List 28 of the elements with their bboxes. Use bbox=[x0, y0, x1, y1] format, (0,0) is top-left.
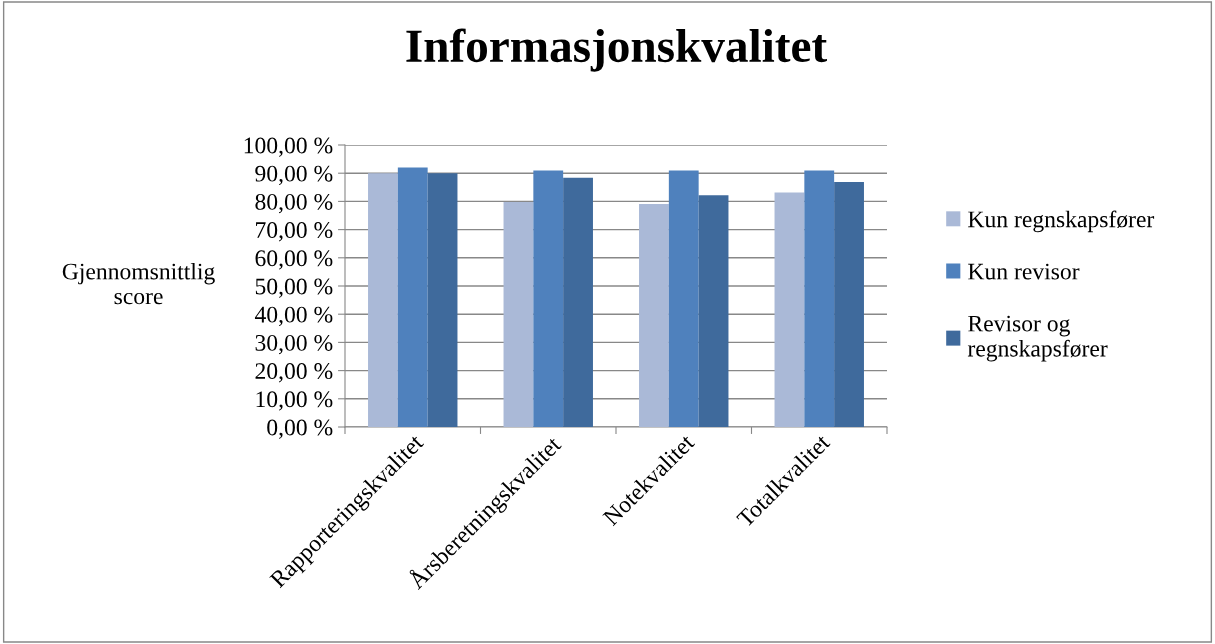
chart-title: Informasjonskvalitet bbox=[406, 28, 827, 72]
bar bbox=[804, 170, 835, 427]
y-tick-label: 90,00 % bbox=[255, 165, 333, 186]
legend-label: Kun revisor bbox=[968, 263, 1080, 280]
bar bbox=[533, 170, 564, 427]
y-tick-label: 50,00 % bbox=[255, 278, 333, 298]
bar bbox=[668, 170, 699, 427]
bar bbox=[427, 173, 458, 427]
y-tick-label: 60,00 % bbox=[255, 250, 333, 270]
y-tick-label: 20,00 % bbox=[255, 363, 333, 383]
y-tick-label: 80,00 % bbox=[255, 193, 333, 214]
bar bbox=[503, 201, 534, 427]
y-tick-label: 70,00 % bbox=[256, 222, 333, 242]
bar bbox=[368, 173, 398, 427]
bar bbox=[698, 195, 729, 427]
y-tick-label: 40,00 % bbox=[254, 306, 333, 327]
bar bbox=[834, 181, 864, 427]
y-tick-label: 10,00 % bbox=[256, 391, 333, 411]
y-tick-label: 0,00 % bbox=[267, 419, 333, 439]
y-tick-label: 30,00 % bbox=[255, 334, 333, 355]
legend-label: Kun regnskapsfører bbox=[968, 210, 1155, 233]
bar bbox=[397, 167, 428, 427]
y-axis-title: Gjennomsnittlig score bbox=[62, 262, 215, 305]
bar bbox=[774, 192, 805, 427]
bar bbox=[563, 177, 593, 427]
legend-label: Revisor og regnskapsfører bbox=[967, 315, 1108, 362]
bar bbox=[639, 203, 669, 427]
y-tick-label: 100,00 % bbox=[244, 137, 333, 157]
